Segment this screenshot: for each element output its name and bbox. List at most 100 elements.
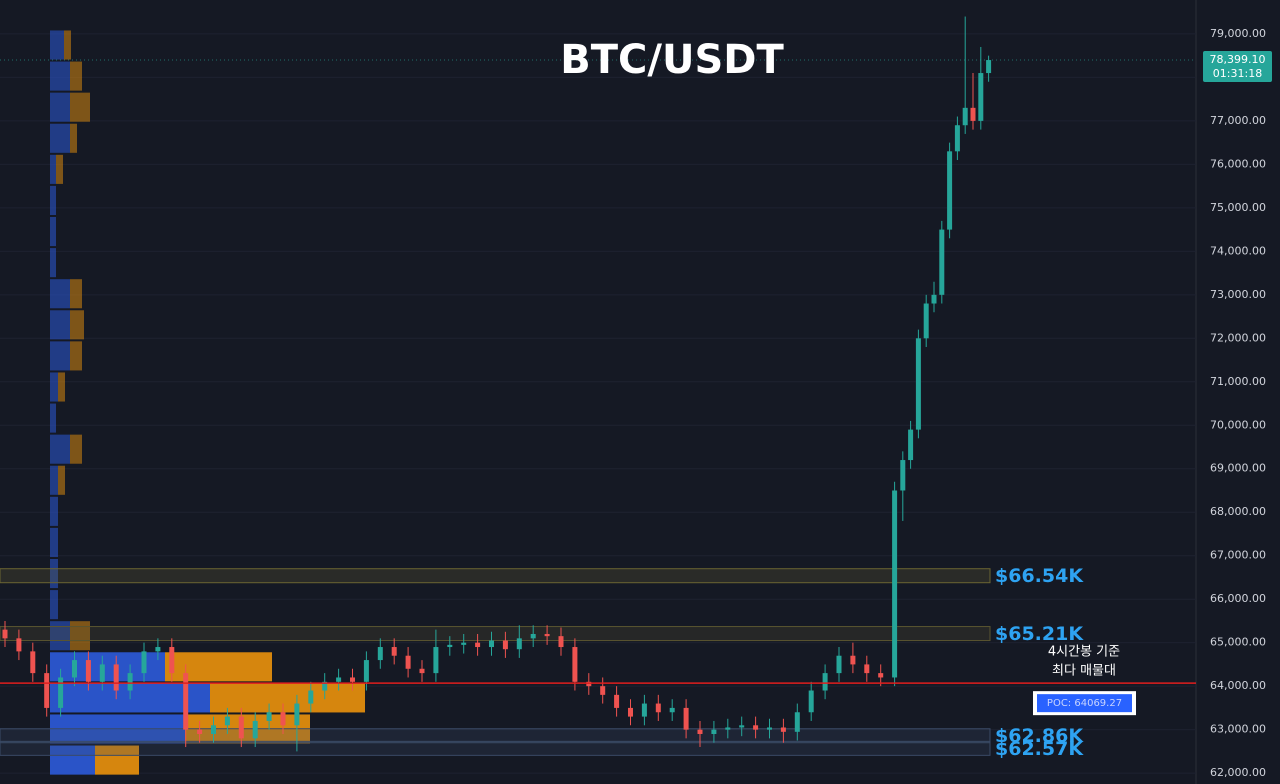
profile-sell-bar	[58, 465, 65, 495]
profile-sell-bar	[70, 92, 90, 122]
annotation: 최다 매물대	[1052, 664, 1116, 679]
candle-body	[794, 712, 800, 732]
candle-body	[739, 725, 745, 728]
profile-buy-bar	[50, 558, 58, 589]
profile-sell-bar	[64, 30, 71, 60]
candle-body	[753, 725, 759, 730]
y-tick-label: 73,000.00	[1210, 288, 1266, 301]
level-label: $66.54K	[995, 565, 1084, 587]
candle-body	[978, 73, 984, 121]
y-tick-label: 67,000.00	[1210, 549, 1266, 562]
y-tick-label: 70,000.00	[1210, 418, 1266, 431]
profile-buy-bar	[50, 372, 58, 402]
candle-body	[475, 642, 481, 648]
profile-buy-bar	[50, 279, 70, 309]
y-tick-label: 66,000.00	[1210, 592, 1266, 605]
profile-buy-bar	[50, 465, 58, 495]
profile-buy-bar	[50, 217, 56, 247]
candle-body	[572, 647, 578, 682]
profile-sell-bar	[70, 123, 77, 153]
level-zone	[0, 740, 991, 756]
candle-body	[489, 640, 494, 648]
y-tick-label: 72,000.00	[1210, 331, 1266, 344]
profile-sell-bar	[56, 154, 63, 184]
candle-body	[99, 664, 105, 682]
level-zone	[0, 728, 991, 744]
profile-sell-bar	[70, 434, 82, 464]
candle-body	[931, 294, 937, 304]
candle-body	[447, 644, 453, 648]
candle-body	[683, 707, 689, 730]
profile-buy-bar	[50, 652, 165, 682]
candle-body	[908, 429, 914, 461]
y-tick-label: 74,000.00	[1210, 244, 1266, 257]
candle-body	[461, 642, 467, 645]
profile-buy-bar	[50, 434, 70, 464]
candle-body	[238, 716, 244, 739]
candle-body	[892, 490, 898, 678]
candle-body	[614, 694, 620, 708]
candle-body	[308, 690, 314, 704]
candle-body	[322, 681, 328, 691]
profile-buy-bar	[50, 30, 64, 60]
candle-body	[516, 638, 522, 650]
candle-body	[85, 660, 91, 682]
candle-body	[419, 668, 425, 674]
candle-body	[954, 125, 960, 152]
candle-body	[294, 703, 300, 726]
candle-body	[377, 647, 383, 661]
candle-body	[502, 640, 508, 650]
profile-buy-bar	[50, 92, 70, 122]
y-tick-label: 64,000.00	[1210, 679, 1266, 692]
countdown: 01:31:18	[1213, 67, 1262, 80]
candle-body	[224, 716, 230, 726]
candle-body	[864, 664, 870, 674]
y-tick-label: 65,000.00	[1210, 636, 1266, 649]
candle-body	[558, 636, 564, 648]
profile-buy-bar	[50, 185, 56, 216]
candle-body	[30, 651, 36, 674]
candle-body	[391, 647, 397, 656]
profile-buy-bar	[50, 341, 70, 371]
candle-body	[530, 633, 536, 639]
candle-body	[405, 655, 411, 669]
profile-buy-bar	[50, 61, 70, 91]
y-tick-label: 71,000.00	[1210, 375, 1266, 388]
profile-buy-bar	[50, 496, 58, 526]
candle-body	[725, 727, 731, 730]
profile-sell-bar	[70, 279, 82, 309]
candle-body	[141, 651, 147, 674]
candle-body	[986, 60, 992, 74]
profile-sell-bar	[95, 745, 139, 775]
profile-buy-bar	[50, 527, 58, 557]
candle-body	[169, 647, 175, 674]
profile-buy-bar	[50, 123, 70, 153]
candle-body	[280, 712, 286, 726]
candle-body	[16, 638, 22, 652]
candle-body	[336, 677, 342, 682]
candle-body	[900, 460, 906, 491]
y-tick-label: 63,000.00	[1210, 723, 1266, 736]
candle-body	[878, 673, 884, 678]
candle-body	[711, 729, 717, 734]
poc-box	[1037, 694, 1132, 713]
candle-body	[127, 673, 133, 691]
candle-body	[669, 707, 675, 713]
candle-body	[641, 703, 647, 717]
candle-body	[822, 673, 828, 691]
level-zone	[0, 626, 991, 642]
candle-body	[655, 703, 661, 713]
candle-body	[58, 677, 64, 708]
profile-buy-bar	[50, 621, 70, 651]
profile-buy-bar	[50, 745, 95, 775]
candle-body	[939, 229, 945, 295]
profile-buy-bar	[50, 590, 58, 620]
y-tick-label: 79,000.00	[1210, 27, 1266, 40]
candle-body	[836, 655, 842, 674]
candle-body	[350, 677, 355, 682]
y-tick-label: 77,000.00	[1210, 114, 1266, 127]
last-price-tag	[1203, 51, 1272, 83]
last-price-label: 78,399.10	[1210, 53, 1266, 66]
profile-sell-bar	[70, 61, 82, 91]
